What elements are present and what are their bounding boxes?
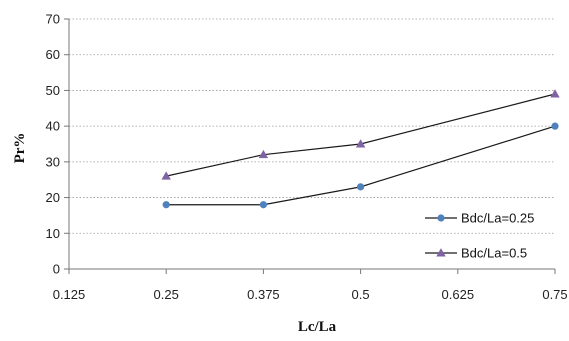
y-tick-label: 10 — [46, 226, 60, 241]
data-point-series-2 — [258, 149, 269, 159]
legend-label-series-1: Bdc/La=0.25 — [461, 211, 534, 226]
x-tick-label: 0.75 — [542, 287, 567, 302]
legend-marker-triangle — [436, 248, 446, 257]
data-point-series-1 — [357, 183, 365, 191]
x-tick-label: 0.625 — [442, 287, 475, 302]
grid-lines — [69, 18, 555, 234]
x-tick-labels: 0.125 0.25 0.375 0.5 0.625 0.75 — [53, 287, 568, 302]
legend-marker-circle — [437, 214, 445, 222]
data-point-series-1 — [551, 122, 559, 130]
y-tick-label: 30 — [46, 154, 60, 169]
x-tick-label: 0.375 — [247, 287, 280, 302]
data-point-series-2 — [355, 139, 366, 148]
y-tick-label: 20 — [46, 190, 60, 205]
x-tick-label: 0.25 — [154, 287, 179, 302]
y-tick-label: 70 — [46, 12, 60, 27]
series-line-2 — [166, 93, 556, 177]
data-point-series-2 — [550, 89, 560, 98]
legend-triangle-icon — [436, 248, 446, 257]
legend: Bdc/La=0.25 Bdc/La=0.5 — [425, 211, 534, 261]
y-tick-labels: 0 10 20 30 40 50 60 70 — [46, 12, 60, 277]
legend-entry-series-2: Bdc/La=0.5 — [425, 246, 527, 261]
x-tick-label: 0.5 — [352, 287, 370, 302]
legend-label-series-2: Bdc/La=0.5 — [461, 246, 527, 261]
y-tick-label: 0 — [53, 262, 60, 277]
series-markers — [161, 89, 560, 209]
data-point-series-2 — [161, 171, 171, 180]
series-line-1 — [166, 125, 556, 206]
y-axis-title: Pr% — [12, 133, 28, 164]
legend-entry-series-1: Bdc/La=0.25 — [425, 211, 534, 226]
y-tick-label: 50 — [46, 83, 60, 98]
data-point-series-1 — [259, 201, 268, 209]
x-tick-label: 0.125 — [53, 287, 86, 302]
y-tick-label: 60 — [46, 47, 60, 62]
y-tick-label: 40 — [46, 119, 60, 134]
legend-circle-icon — [437, 214, 445, 222]
series-lines — [166, 93, 556, 206]
data-point-series-1 — [162, 201, 170, 209]
axes — [64, 18, 556, 274]
x-axis-title: Lc/La — [298, 319, 337, 335]
